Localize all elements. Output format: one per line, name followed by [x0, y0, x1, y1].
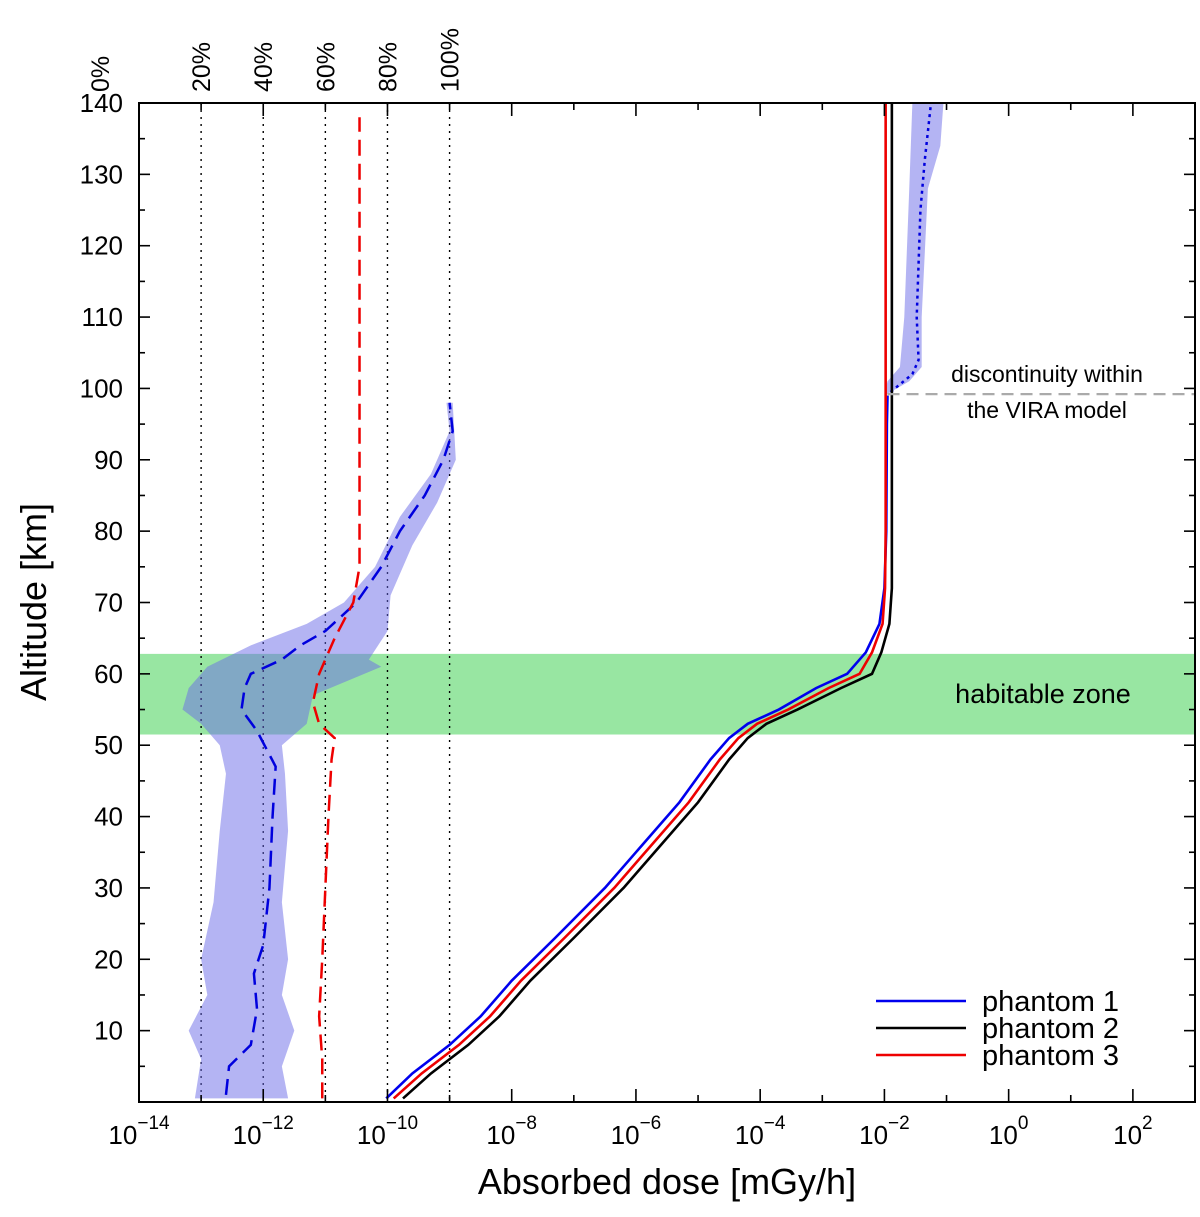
x-tick-label: 10−2 — [859, 1113, 910, 1150]
x-tick-label: 10−10 — [357, 1113, 418, 1150]
y-tick-label: 70 — [94, 588, 123, 618]
x-tick-label: 10−4 — [735, 1113, 786, 1150]
x-tick-base: 10 — [108, 1120, 137, 1150]
x-tick-base: 10 — [233, 1120, 262, 1150]
y-tick-label: 40 — [94, 802, 123, 832]
y-tick-label: 110 — [82, 302, 123, 332]
y-tick-label: 140 — [80, 88, 123, 118]
plot-text-layer: 10−14 10−12 10−10 10−8 10−6 10−4 10−2 100 102102… — [13, 28, 1153, 1202]
x-tick-base: 10 — [486, 1120, 515, 1150]
uncertainty-band — [182, 402, 456, 1099]
legend-label-phantom-2: phantom 2 — [982, 1013, 1119, 1045]
x-tick-label: 10−14 — [108, 1113, 170, 1150]
x-tick-base: 10 — [1113, 1120, 1142, 1150]
series-line-phantom-3 — [392, 103, 887, 1100]
y-tick-label: 50 — [94, 730, 123, 760]
top-percent-label: 0% — [87, 56, 115, 92]
series-line-phantom-1 — [385, 395, 889, 1100]
top-percent-label: 40% — [250, 42, 278, 92]
x-tick-exponent: −14 — [137, 1113, 170, 1134]
x-tick-exponent: −8 — [515, 1113, 537, 1134]
x-tick-exponent: −6 — [640, 1113, 662, 1134]
blue-dotted-profile — [889, 102, 933, 393]
y-axis-title: Altitude [km] — [13, 503, 54, 701]
y-tick-label: 80 — [94, 516, 123, 546]
x-tick-label: 100 — [989, 1113, 1028, 1150]
y-tick-label: 30 — [94, 873, 123, 903]
top-percent-label: 80% — [374, 42, 402, 92]
x-tick-label: 102 — [1113, 1113, 1153, 1150]
x-tick-base: 10 — [357, 1120, 386, 1150]
discontinuity-annotation-line-2: the VIRA model — [967, 397, 1127, 423]
y-tick-label: 20 — [94, 944, 123, 974]
x-tick-label: 10−8 — [486, 1113, 537, 1150]
y-tick-label: 90 — [94, 445, 123, 475]
discontinuity-annotation-line-1: discontinuity within — [951, 361, 1143, 387]
y-tick-label: 10 — [94, 1016, 123, 1046]
y-tick-label: 100 — [80, 373, 123, 403]
x-tick-base: 10 — [735, 1120, 764, 1150]
x-tick-label: 10−6 — [611, 1113, 662, 1150]
x-tick-exponent: −4 — [764, 1113, 786, 1134]
x-tick-exponent: −12 — [262, 1113, 294, 1134]
plot-data-layer — [182, 102, 1195, 1100]
x-tick-exponent: −10 — [386, 1113, 418, 1134]
upper-uncertainty-band — [884, 103, 944, 396]
y-tick-label: 60 — [94, 659, 123, 689]
habitable-zone-label: habitable zone — [955, 679, 1131, 709]
plot-background-layer — [139, 103, 1195, 1102]
y-tick-label: 130 — [80, 159, 123, 189]
x-tick-label: 10−12 — [233, 1113, 294, 1150]
x-tick-base: 10 — [611, 1120, 640, 1150]
x-tick-exponent: −2 — [888, 1113, 910, 1134]
series-line-phantom-2 — [402, 103, 894, 1100]
x-axis-title: Absorbed dose [mGy/h] — [478, 1161, 856, 1202]
plot-frame — [138, 102, 1196, 1103]
x-tick-exponent: 0 — [1018, 1113, 1029, 1134]
top-percent-label: 100% — [437, 28, 465, 92]
plot-axes-layer — [138, 102, 1196, 1103]
legend-label-phantom-3: phantom 3 — [982, 1040, 1119, 1072]
x-tick-base: 10 — [989, 1120, 1018, 1150]
x-tick-exponent: 2 — [1142, 1113, 1153, 1134]
top-percent-label: 20% — [188, 42, 216, 92]
x-tick-base: 10 — [859, 1120, 888, 1150]
y-tick-label: 120 — [80, 231, 123, 261]
top-percent-label: 60% — [312, 42, 340, 92]
legend-label-phantom-1: phantom 1 — [982, 986, 1119, 1018]
